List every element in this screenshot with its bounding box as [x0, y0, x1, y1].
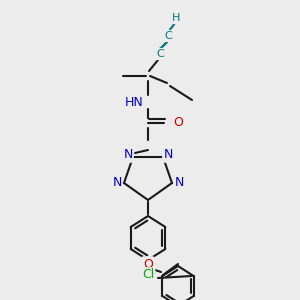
- Text: C: C: [164, 31, 172, 41]
- Text: N: N: [112, 176, 122, 190]
- Text: Cl: Cl: [142, 268, 154, 281]
- Text: C: C: [156, 49, 164, 59]
- Text: HN: HN: [125, 95, 144, 109]
- Text: N: N: [123, 148, 133, 161]
- Text: N: N: [163, 148, 173, 161]
- Text: H: H: [172, 13, 180, 23]
- Text: O: O: [143, 257, 153, 271]
- Text: N: N: [174, 176, 184, 190]
- Text: O: O: [173, 116, 183, 130]
